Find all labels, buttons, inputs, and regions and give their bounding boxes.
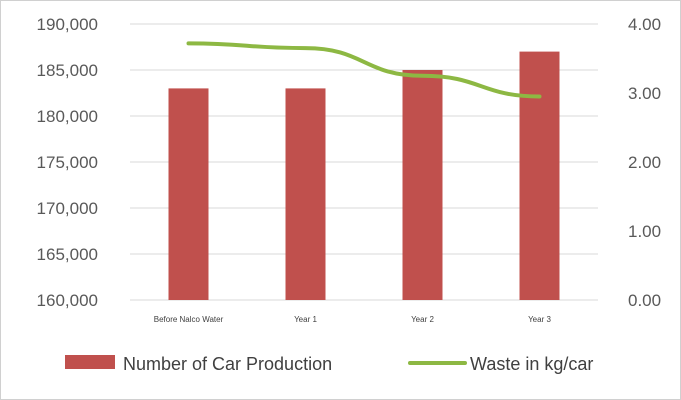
y-right-tick-label: 2.00 xyxy=(628,153,661,172)
y-left-tick-label: 185,000 xyxy=(37,61,98,80)
legend-label-bar: Number of Car Production xyxy=(123,354,332,374)
bar-number-of-car-production xyxy=(402,70,443,300)
y-left-tick-label: 160,000 xyxy=(37,291,98,310)
x-tick-label: Year 1 xyxy=(294,315,317,324)
legend-swatch-bar xyxy=(65,355,115,369)
line-waste-in-kg-per-car xyxy=(186,41,542,99)
legend-label-line: Waste in kg/car xyxy=(470,354,593,374)
y-right-tick-label: 3.00 xyxy=(628,84,661,103)
bar-number-of-car-production xyxy=(519,51,560,300)
y-left-tick-label: 165,000 xyxy=(37,245,98,264)
y-left-tick-label: 190,000 xyxy=(37,15,98,34)
y-right-tick-label: 0.00 xyxy=(628,291,661,310)
y-right-tick-label: 4.00 xyxy=(628,15,661,34)
y-right-tick-label: 1.00 xyxy=(628,222,661,241)
x-tick-label: Year 3 xyxy=(528,315,551,324)
y-left-tick-label: 180,000 xyxy=(37,107,98,126)
y-left-tick-label: 170,000 xyxy=(37,199,98,218)
bar-number-of-car-production xyxy=(285,88,326,301)
x-tick-label: Before Nalco Water xyxy=(154,315,224,324)
bar-number-of-car-production xyxy=(168,88,209,301)
y-left-tick-label: 175,000 xyxy=(37,153,98,172)
x-tick-label: Year 2 xyxy=(411,315,434,324)
